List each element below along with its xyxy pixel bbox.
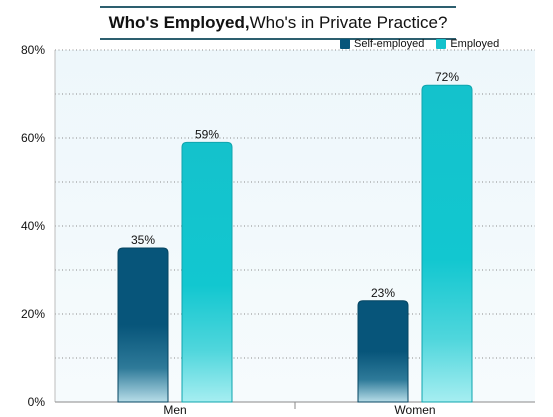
y-tick-label: 60%	[21, 131, 45, 145]
data-label: 23%	[371, 286, 395, 300]
bar-employed-women	[421, 84, 473, 403]
legend-swatch-self-employed	[340, 39, 350, 49]
chart-title: Who's Employed, Who's in Private Practic…	[100, 6, 456, 40]
legend-label-self-employed: Self-employed	[354, 38, 425, 50]
x-tick-label-men: Men	[163, 403, 186, 417]
bars	[117, 84, 473, 403]
legend-label-employed: Employed	[450, 38, 500, 50]
bar-self-employed-women	[357, 300, 409, 403]
legend-swatch-employed	[436, 39, 447, 49]
data-label: 72%	[435, 70, 459, 84]
data-label: 35%	[131, 233, 155, 247]
labels: 0% 20% 40% 60% 80% 35% 59% Men 23% 72% Women	[21, 43, 459, 417]
y-tick-label: 0%	[28, 395, 46, 409]
y-tick-label: 40%	[21, 219, 45, 233]
y-tick-label: 80%	[21, 43, 45, 57]
legend-item-employed: Employed	[436, 38, 499, 50]
legend-item-self-employed: Self-employed	[340, 38, 424, 50]
chart-title-rest: Who's in Private Practice?	[249, 13, 448, 32]
chart-title-bold: Who's Employed,	[108, 13, 250, 32]
x-tick-label-women: Women	[394, 403, 435, 417]
bar-self-employed-men	[117, 247, 169, 403]
y-tick-label: 20%	[21, 307, 45, 321]
bar-employed-men	[181, 141, 233, 403]
chart-legend: Self-employed Employed	[340, 37, 511, 51]
data-label: 59%	[195, 127, 219, 141]
